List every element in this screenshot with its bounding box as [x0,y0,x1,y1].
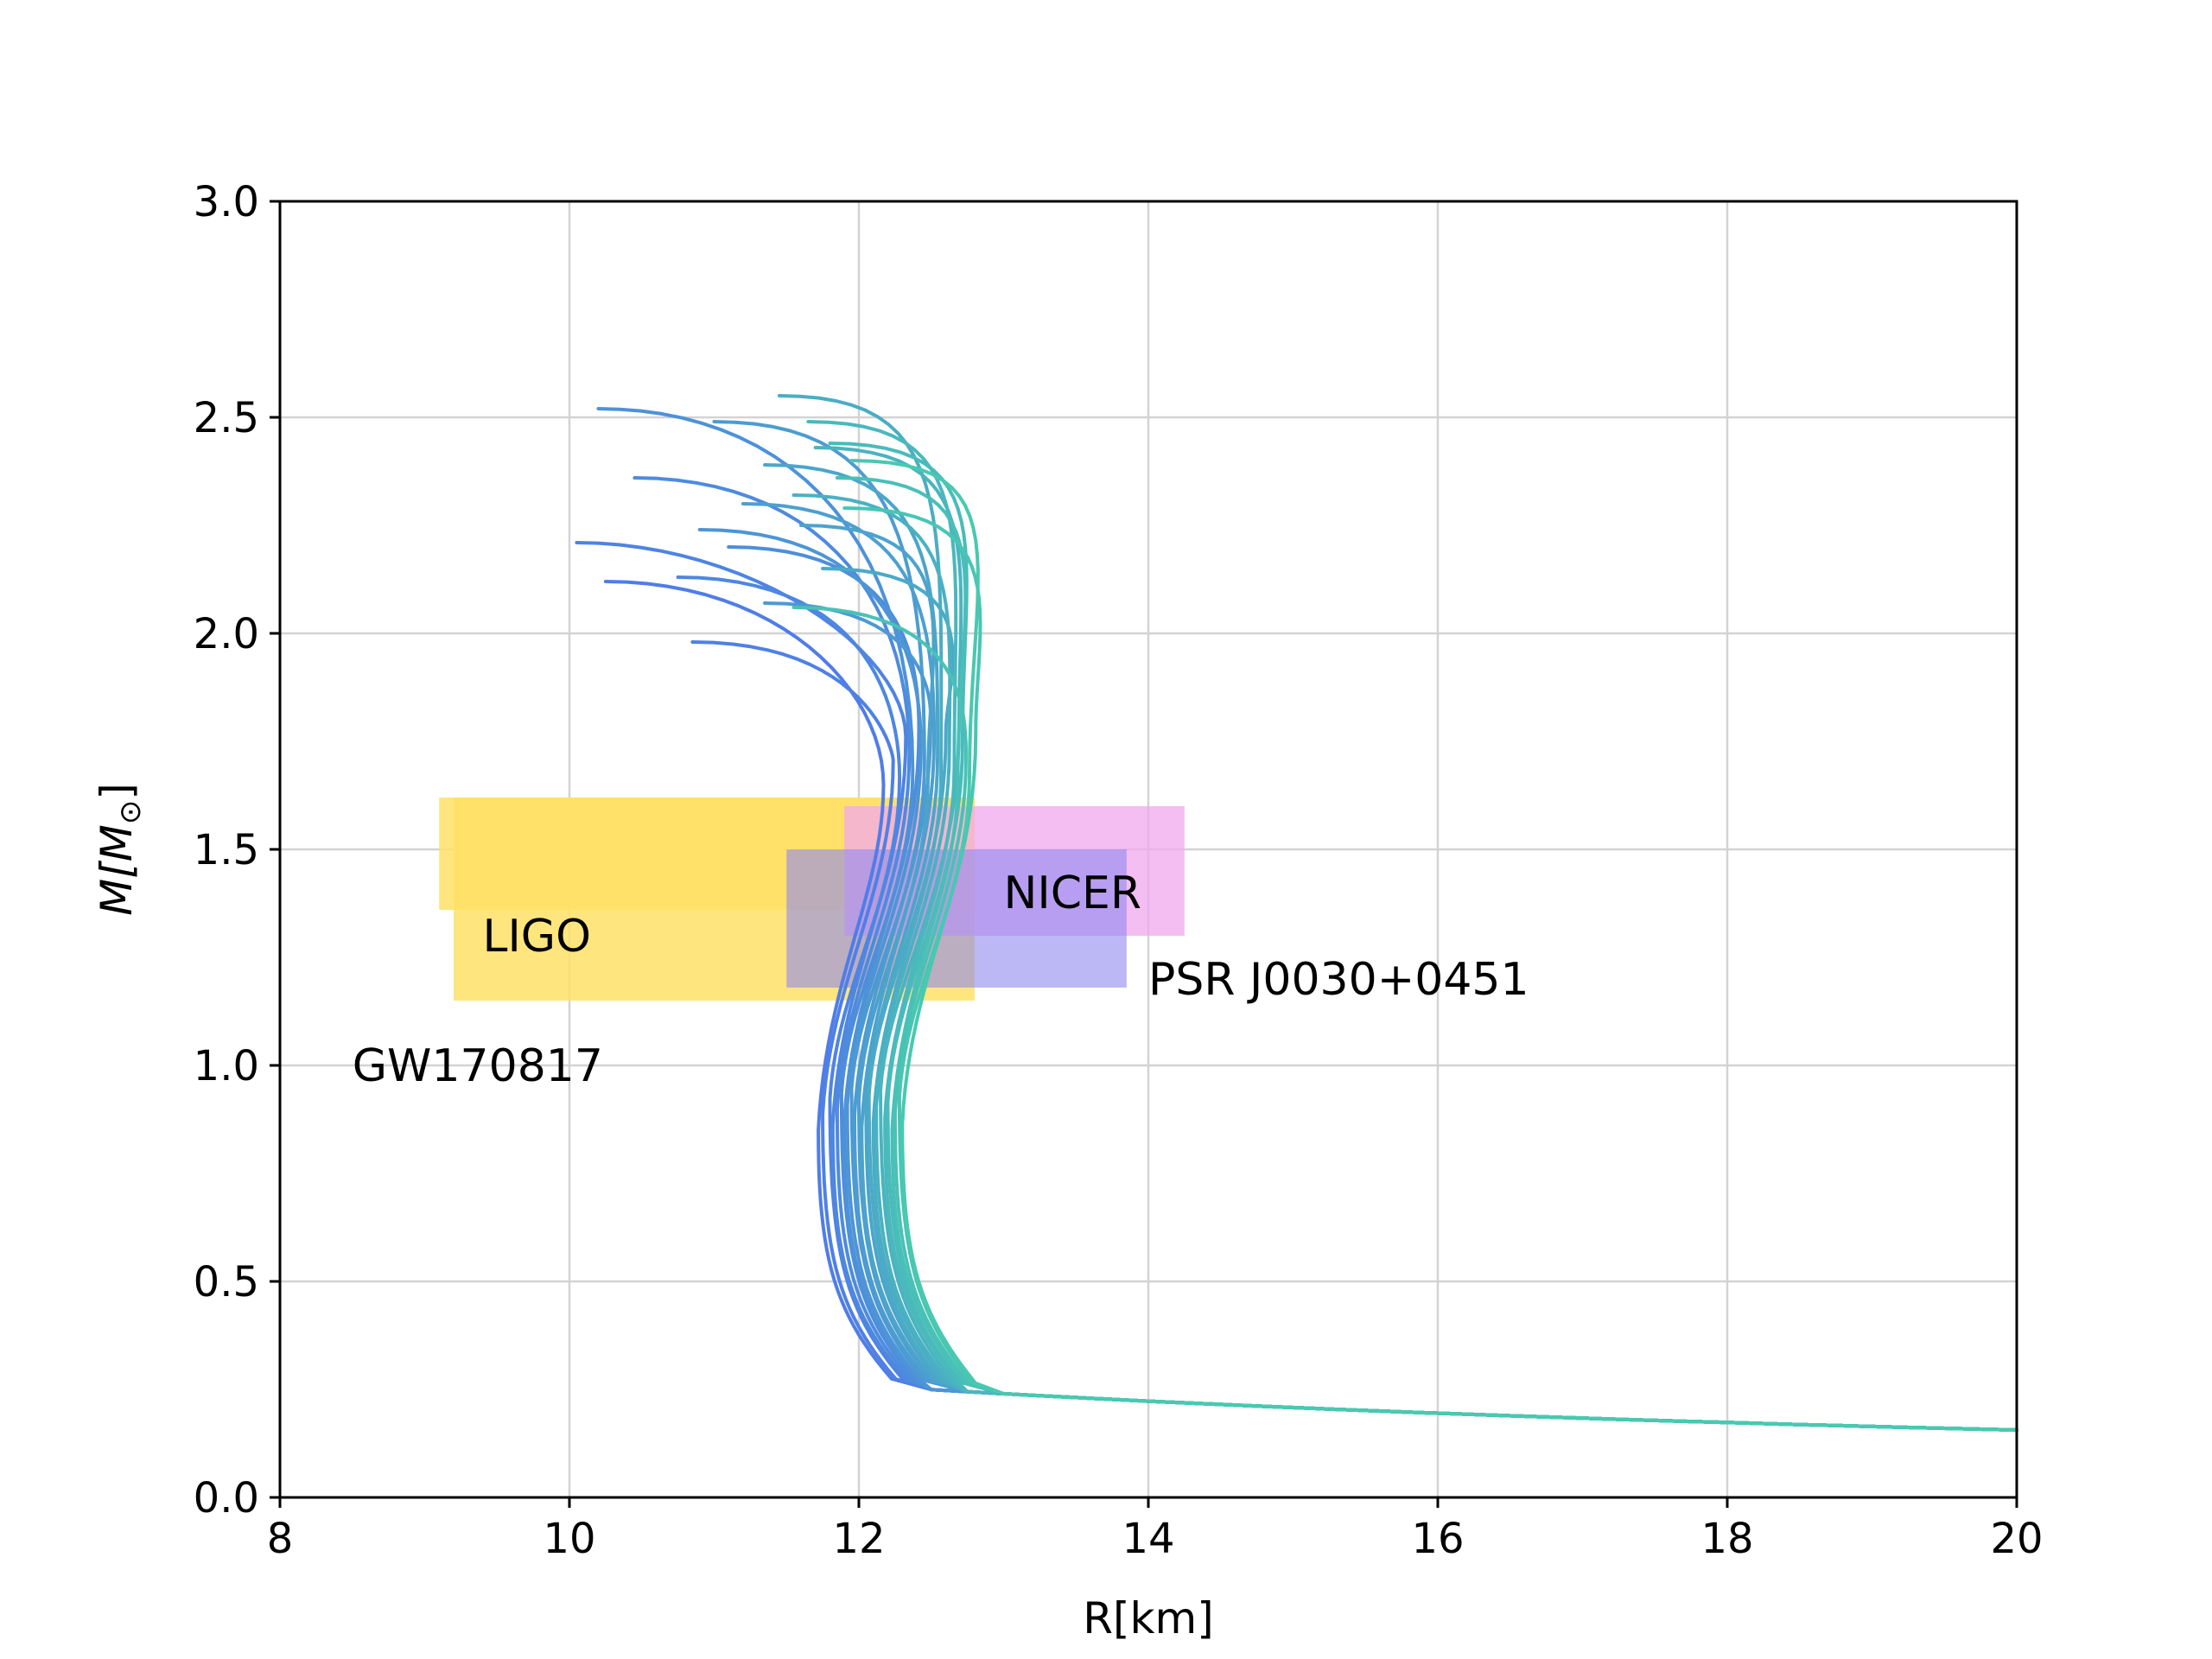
x-axis-label: R[km] [1083,1593,1213,1643]
mass-radius-curve-22 [849,459,2018,1432]
y-tick-label-5: 2.5 [194,394,259,442]
x-tick-label-4: 16 [1411,1515,1464,1563]
y-tick-label-1: 0.5 [194,1258,259,1306]
y-axis-label-main: M[M [92,824,142,916]
y-tick-label-6: 3.0 [194,178,259,226]
x-tick-label-5: 18 [1700,1515,1753,1563]
ticks: 8 10 12 14 16 18 20 0.0 0.5 1.0 1.5 2.0 2.5 3.0 [194,178,2044,1563]
annotation-0: LIGO [483,911,592,963]
x-tick-label-6: 20 [1990,1515,2043,1563]
y-axis-label-close: ] [92,783,142,800]
series-lines [575,394,2018,1432]
annotation-2: NICER [1004,868,1142,919]
y-tick-label-3: 1.5 [194,826,259,874]
annotation-1: GW170817 [353,1040,603,1092]
annotation-3: PSR J0030+0451 [1148,954,1529,1006]
y-axis-label-subscript: ⊙ [113,800,148,825]
x-tick-label-1: 10 [543,1515,595,1563]
y-tick-label-2: 1.0 [194,1042,259,1090]
y-tick-label-0: 0.0 [194,1474,259,1522]
x-tick-label-2: 12 [832,1515,885,1563]
x-tick-label-3: 14 [1122,1515,1174,1563]
x-tick-label-0: 8 [267,1515,294,1563]
y-axis-label: M[M⊙] [92,783,148,916]
y-tick-label-4: 2.0 [194,610,259,658]
